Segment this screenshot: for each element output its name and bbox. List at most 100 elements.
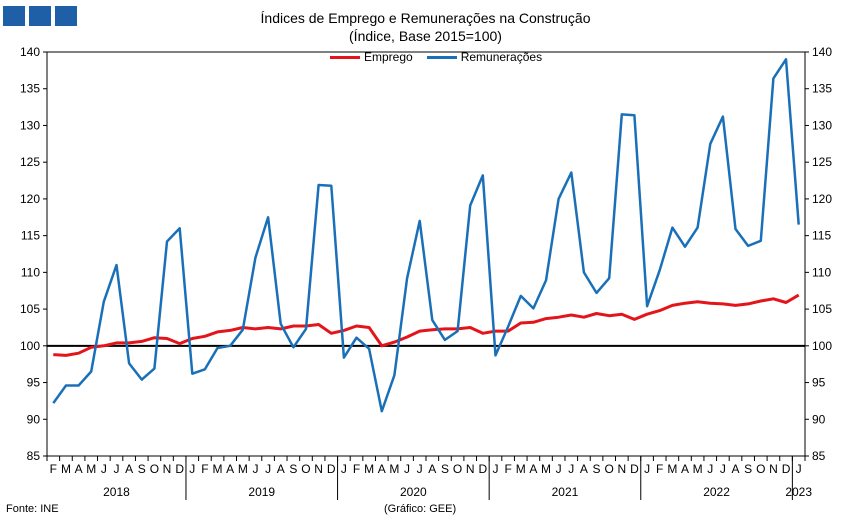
x-tick-label: J: [265, 462, 271, 476]
year-label: 2019: [248, 485, 275, 499]
x-tick-label: J: [252, 462, 258, 476]
x-tick-label: S: [593, 462, 601, 476]
credit-note: (Gráfico: GEE): [384, 503, 457, 515]
x-tick-label: D: [630, 462, 639, 476]
x-tick-label: O: [301, 462, 310, 476]
x-tick-label: F: [201, 462, 208, 476]
x-tick-label: J: [417, 462, 423, 476]
x-tick-label: O: [150, 462, 159, 476]
x-tick-label: J: [720, 462, 726, 476]
year-label: 2020: [400, 485, 427, 499]
legend-swatch-remuneracoes: [426, 55, 457, 59]
x-tick-label: A: [75, 462, 83, 476]
x-tick-label: J: [644, 462, 650, 476]
x-tick-label: M: [389, 462, 399, 476]
year-label: 2023: [785, 485, 812, 499]
y-tick-label-right: 85: [812, 449, 826, 463]
x-tick-label: A: [125, 462, 133, 476]
x-tick-label: S: [289, 462, 297, 476]
x-tick-label: J: [189, 462, 195, 476]
x-tick-label: D: [479, 462, 488, 476]
x-tick-label: N: [769, 462, 778, 476]
x-tick-label: J: [341, 462, 347, 476]
x-tick-label: A: [378, 462, 386, 476]
year-label: 2021: [552, 485, 579, 499]
x-tick-label: J: [707, 462, 713, 476]
y-tick-label-left: 125: [20, 155, 40, 169]
x-tick-label: A: [732, 462, 740, 476]
x-tick-label: M: [364, 462, 374, 476]
y-tick-label-right: 90: [812, 412, 826, 426]
x-tick-label: M: [61, 462, 71, 476]
legend-label-remuneracoes: Remunerações: [460, 50, 543, 64]
x-tick-label: J: [101, 462, 107, 476]
y-tick-label-right: 110: [812, 265, 831, 279]
x-tick-label: S: [744, 462, 752, 476]
source-note: Fonte: INE: [6, 503, 59, 515]
x-tick-label: O: [453, 462, 462, 476]
logo-block-2: [29, 6, 51, 26]
legend-label-emprego: Emprego: [364, 50, 413, 64]
x-tick-label: M: [86, 462, 96, 476]
y-tick-label-right: 115: [812, 229, 831, 243]
y-tick-label-left: 85: [27, 449, 41, 463]
legend-item-emprego: Emprego: [330, 50, 413, 64]
x-tick-label: F: [353, 462, 360, 476]
logo-block-1: [3, 6, 25, 26]
chart-title: Índices de Emprego e Remunerações na Con…: [260, 10, 591, 26]
series-line-remuneracoes: [52, 58, 800, 413]
x-tick-label: N: [314, 462, 323, 476]
y-tick-label-left: 95: [27, 376, 41, 390]
logo-block-3: [55, 6, 77, 26]
y-tick-label-right: 130: [812, 118, 832, 132]
x-tick-label: O: [605, 462, 614, 476]
x-tick-label: S: [441, 462, 449, 476]
x-tick-label: J: [568, 462, 574, 476]
x-tick-label: J: [492, 462, 498, 476]
y-tick-label-left: 105: [20, 302, 40, 316]
y-tick-label-right: 105: [812, 302, 832, 316]
x-tick-label: F: [656, 462, 663, 476]
x-tick-label: M: [213, 462, 223, 476]
x-tick-label: N: [617, 462, 626, 476]
legend-swatch-emprego: [330, 55, 360, 59]
plot-frame: [46, 51, 806, 457]
y-tick-label-left: 135: [20, 82, 40, 96]
series-line-emprego: [53, 293, 800, 357]
y-tick-label-left: 120: [20, 192, 40, 206]
y-tick-label-left: 110: [21, 265, 40, 279]
x-tick-label: F: [504, 462, 511, 476]
x-tick-label: D: [327, 462, 336, 476]
legend-item-remuneracoes: Remunerações: [426, 50, 543, 64]
x-tick-label: A: [580, 462, 588, 476]
x-tick-label: A: [277, 462, 285, 476]
x-tick-label: J: [556, 462, 562, 476]
legend: Emprego Remunerações: [330, 50, 542, 64]
x-tick-label: D: [782, 462, 791, 476]
y-tick-label-right: 140: [812, 45, 832, 59]
y-tick-label-left: 130: [20, 118, 40, 132]
y-tick-label-left: 115: [21, 229, 40, 243]
x-tick-label: M: [238, 462, 248, 476]
x-tick-label: A: [529, 462, 537, 476]
x-tick-label: A: [681, 462, 689, 476]
y-tick-label-right: 100: [812, 339, 832, 353]
x-tick-label: J: [113, 462, 119, 476]
x-tick-label: M: [693, 462, 703, 476]
x-tick-label: A: [428, 462, 436, 476]
x-tick-label: D: [175, 462, 184, 476]
x-tick-label: N: [466, 462, 475, 476]
chart-subtitle: (Índice, Base 2015=100): [349, 28, 502, 44]
x-tick-label: A: [226, 462, 234, 476]
x-tick-label: N: [163, 462, 172, 476]
y-tick-label-left: 90: [27, 412, 41, 426]
x-tick-label: O: [756, 462, 765, 476]
y-tick-label-right: 95: [812, 376, 826, 390]
x-tick-label: J: [404, 462, 410, 476]
y-tick-label-left: 100: [20, 339, 40, 353]
x-tick-label: M: [667, 462, 677, 476]
y-tick-label-right: 125: [812, 155, 832, 169]
x-tick-label: F: [50, 462, 57, 476]
x-tick-label: J: [796, 462, 802, 476]
